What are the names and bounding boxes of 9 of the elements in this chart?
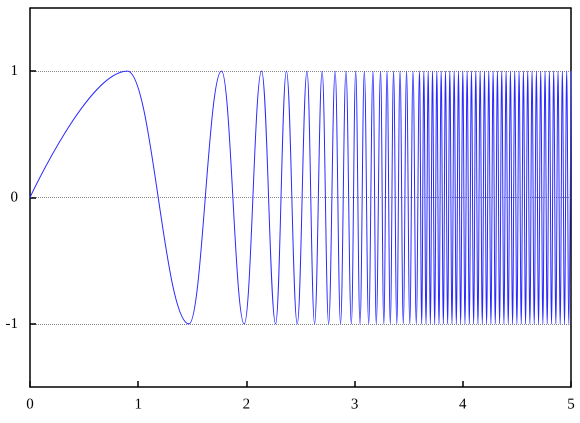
x-tick-label: 1 (134, 396, 142, 412)
y-tick-label: 0 (10, 190, 18, 206)
x-tick-label: 3 (350, 396, 358, 412)
x-tick-label: 4 (459, 396, 468, 412)
x-tick-label: 5 (567, 396, 575, 412)
y-tick-label: 1 (10, 63, 18, 80)
x-tick-label: 2 (242, 396, 250, 412)
x-tick-label: 0 (26, 396, 34, 412)
y-tick-label: -1 (6, 316, 18, 332)
